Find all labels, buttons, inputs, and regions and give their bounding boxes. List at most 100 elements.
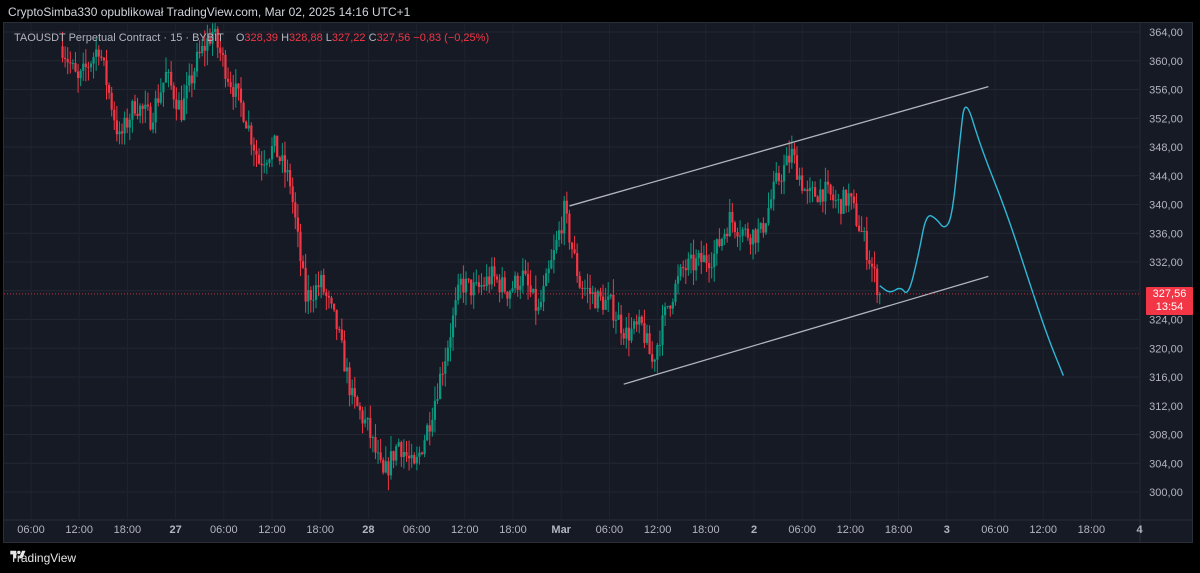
candle-body <box>439 373 442 400</box>
y-tick-label: 300,00 <box>1149 487 1183 499</box>
x-tick-label: 12:00 <box>837 524 865 536</box>
chart-panel[interactable]: 364,00 360,00 356,00 352,00 348,00 344,00 340,… <box>3 22 1193 543</box>
candle-body <box>632 321 636 329</box>
x-tick-label: 12:00 <box>451 524 479 536</box>
candle-body <box>159 92 162 103</box>
x-tick-label: 27 <box>169 524 181 536</box>
candlestick-chart[interactable]: 364,00 360,00 356,00 352,00 348,00 344,00 340,… <box>4 23 1192 542</box>
candle-body <box>402 452 406 457</box>
candle-body <box>219 47 222 54</box>
candle-body <box>182 98 186 121</box>
candle-body <box>785 155 788 166</box>
candle-body <box>723 233 726 239</box>
candle-body <box>441 373 444 375</box>
candle-body <box>568 213 571 243</box>
x-tick-label: 06:00 <box>981 524 1009 536</box>
x-tick-label: 06:00 <box>403 524 431 536</box>
candle-body <box>84 63 87 68</box>
candle-body <box>744 228 747 230</box>
candle-body <box>801 175 804 191</box>
candle-body <box>226 78 230 82</box>
x-tick-label: 12:00 <box>258 524 286 536</box>
y-tick-label: 352,00 <box>1149 113 1183 125</box>
y-tick-label: 360,00 <box>1149 56 1183 68</box>
candle-body <box>594 292 597 309</box>
candle-body <box>731 211 734 223</box>
candle-body <box>245 121 248 129</box>
candle-body <box>397 442 400 447</box>
candle-body <box>648 333 651 355</box>
candle-body <box>868 260 871 264</box>
candle-body <box>185 85 188 99</box>
candle-body <box>490 266 493 285</box>
x-tick-label: 2 <box>751 524 757 536</box>
candle-body <box>340 329 343 341</box>
candle-body <box>239 88 243 103</box>
candle-body <box>682 266 685 269</box>
candle-body <box>503 277 506 292</box>
candle-body <box>782 165 786 182</box>
candle-body <box>162 82 165 93</box>
candle-body <box>415 456 418 464</box>
candle-body <box>495 276 499 280</box>
candle-body <box>95 49 98 58</box>
candle-body <box>451 315 455 338</box>
candle-body <box>69 62 72 64</box>
candle-body <box>242 102 245 122</box>
candle-body <box>123 117 126 134</box>
candle-body <box>82 63 85 71</box>
candle-body <box>746 228 749 238</box>
candle-body <box>327 295 331 298</box>
candle-body <box>384 461 387 473</box>
candle-body <box>630 328 633 341</box>
candle-body <box>115 120 118 135</box>
candle-body <box>317 285 320 288</box>
candle-body <box>578 276 581 288</box>
x-tick-label: 12:00 <box>644 524 672 536</box>
candle-body <box>351 388 354 396</box>
candle-body <box>751 229 755 245</box>
candle-body <box>320 274 323 288</box>
candle-body <box>583 288 587 290</box>
candle-body <box>488 276 491 285</box>
candle-body <box>312 299 315 301</box>
candle-body <box>477 282 481 287</box>
candle-body <box>557 230 561 240</box>
high-value: 328,88 <box>289 32 323 44</box>
candle-body <box>524 270 527 274</box>
candle-body <box>188 75 191 86</box>
candle-body <box>263 164 266 166</box>
candle-body <box>658 344 662 346</box>
candle-body <box>762 223 765 233</box>
candle-body <box>676 276 680 284</box>
candle-body <box>172 85 175 100</box>
candle-body <box>252 144 256 151</box>
open-value: 328,39 <box>244 32 279 44</box>
x-tick-label: 18:00 <box>885 524 913 536</box>
candle-body <box>382 459 385 473</box>
candle-body <box>852 196 855 204</box>
candle-body <box>309 290 312 300</box>
candle-body <box>842 189 845 214</box>
candle-body <box>586 287 589 289</box>
candle-body <box>214 28 217 33</box>
x-tick-label: 28 <box>362 524 374 536</box>
publisher-bar: CryptoSimba330 opublikował TradingView.c… <box>0 0 1200 22</box>
candle-body <box>369 417 372 438</box>
candle-body <box>839 199 843 214</box>
candle-body <box>532 288 535 293</box>
candle-body <box>798 175 801 180</box>
candle-body <box>206 38 209 51</box>
candle-body <box>304 267 307 302</box>
low-value: 327,22 <box>331 32 366 44</box>
candle-body <box>376 452 380 454</box>
change-value: −0,83 (−0,25%) <box>413 32 490 44</box>
candle-body <box>811 187 814 189</box>
candle-body <box>612 294 615 321</box>
y-tick-label: 340,00 <box>1149 200 1183 212</box>
candle-body <box>177 100 181 110</box>
candle-body <box>208 38 212 44</box>
candle-body <box>170 71 173 86</box>
candle-body <box>591 292 594 295</box>
candle-body <box>131 101 134 120</box>
